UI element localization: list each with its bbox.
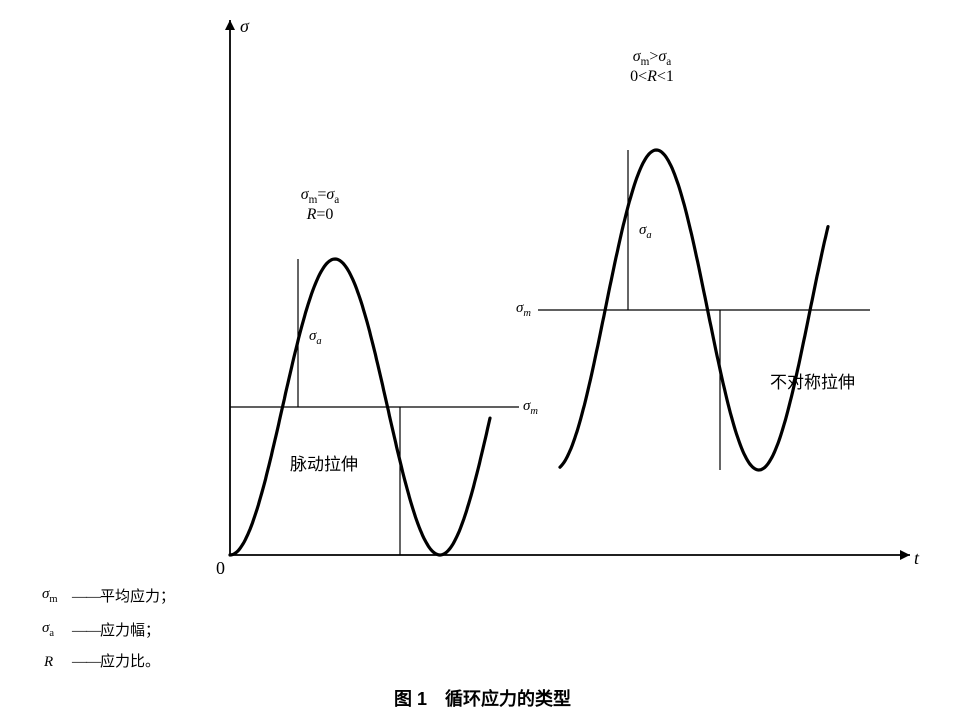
left-sigma-m-label: σm: [523, 398, 538, 417]
legend-symbol: σm: [42, 580, 72, 614]
legend-row: σa —— 应力幅；: [42, 614, 175, 648]
x-axis-label: t: [914, 548, 919, 569]
legend-text: 平均应力；: [100, 583, 175, 611]
right-annotation: σm>σa 0<R<1: [582, 48, 722, 86]
plot-svg: [0, 0, 965, 620]
chart-area: σ t 0 σm=σa R=0 σa σm 脉动拉伸 σm>σa 0<R<1 σ…: [0, 0, 965, 620]
origin-label: 0: [216, 558, 225, 579]
left-sigma-a-label: σa: [309, 328, 322, 347]
y-axis-label: σ: [240, 16, 249, 37]
legend-symbol: σa: [42, 614, 72, 648]
right-sigma-m-label: σm: [516, 300, 531, 319]
left-cn-label: 脉动拉伸: [290, 450, 358, 475]
legend-symbol: R: [42, 648, 72, 676]
legend-text: 应力比。: [100, 648, 160, 676]
right-sigma-a-label: σa: [639, 222, 652, 241]
legend-row: σm —— 平均应力；: [42, 580, 175, 614]
legend-row: R —— 应力比。: [42, 648, 175, 676]
left-annotation: σm=σa R=0: [260, 186, 380, 224]
right-cn-label: 不对称拉伸: [770, 368, 855, 393]
legend-text: 应力幅；: [100, 617, 160, 645]
legend-dash: ——: [72, 617, 100, 645]
legend-dash: ——: [72, 583, 100, 611]
figure-caption: 图 1 循环应力的类型: [0, 685, 965, 711]
legend: σm —— 平均应力； σa —— 应力幅； R —— 应力比。: [42, 580, 175, 676]
legend-dash: ——: [72, 648, 100, 676]
